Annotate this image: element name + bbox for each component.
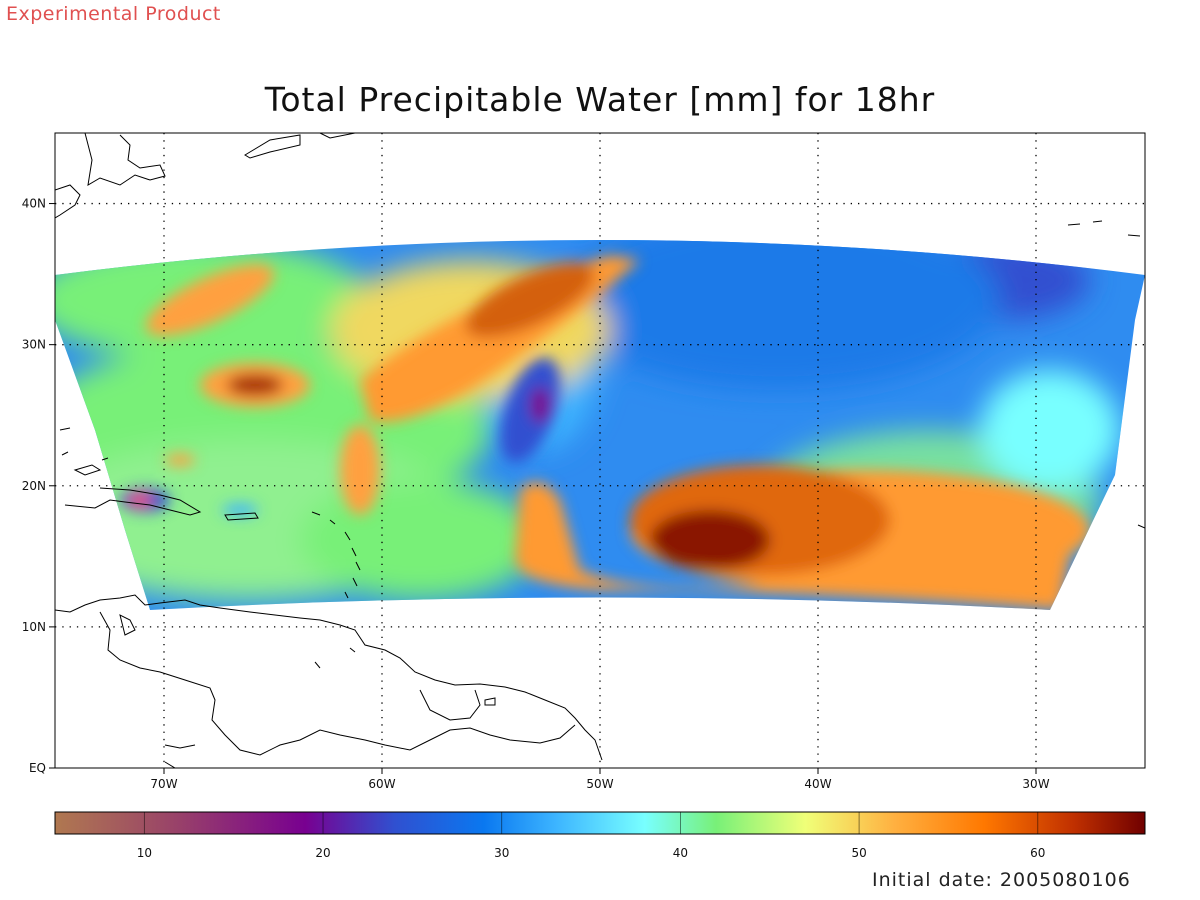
lat-tick-label: 30N (22, 338, 46, 352)
precipitable-water-field (55, 240, 1145, 610)
coastlines (55, 133, 1145, 768)
lat-tick-label: 40N (22, 197, 46, 211)
lon-tick-label: 40W (804, 777, 831, 791)
colorbar-scale (54, 811, 1146, 835)
lon-tick-label: 30W (1022, 777, 1049, 791)
colorbar: 10 20 30 40 50 60 (54, 811, 1146, 860)
initial-date: Initial date: 2005080106 (872, 869, 1131, 891)
colorbar-tick-label: 20 (315, 846, 330, 860)
colorbar-tick-label: 10 (137, 846, 152, 860)
latitude-axis: EQ 10N 20N 30N 40N (22, 197, 55, 775)
lon-tick-label: 60W (368, 777, 395, 791)
lat-tick-label: 20N (22, 479, 46, 493)
colorbar-tick-label: 50 (851, 846, 866, 860)
lat-tick-label: 10N (22, 620, 46, 634)
experimental-label: Experimental Product (6, 3, 221, 25)
longitude-axis: 70W 60W 50W 40W 30W (150, 768, 1050, 791)
colorbar-tick-label: 40 (673, 846, 688, 860)
map-title: Total Precipitable Water [mm] for 18hr (264, 80, 936, 119)
lon-tick-label: 50W (586, 777, 613, 791)
colorbar-tick-label: 60 (1030, 846, 1045, 860)
lat-tick-label: EQ (29, 761, 46, 775)
colorbar-tick-label: 30 (494, 846, 509, 860)
lon-tick-label: 70W (150, 777, 177, 791)
colorbar-ticks: 10 20 30 40 50 60 (137, 812, 1045, 860)
